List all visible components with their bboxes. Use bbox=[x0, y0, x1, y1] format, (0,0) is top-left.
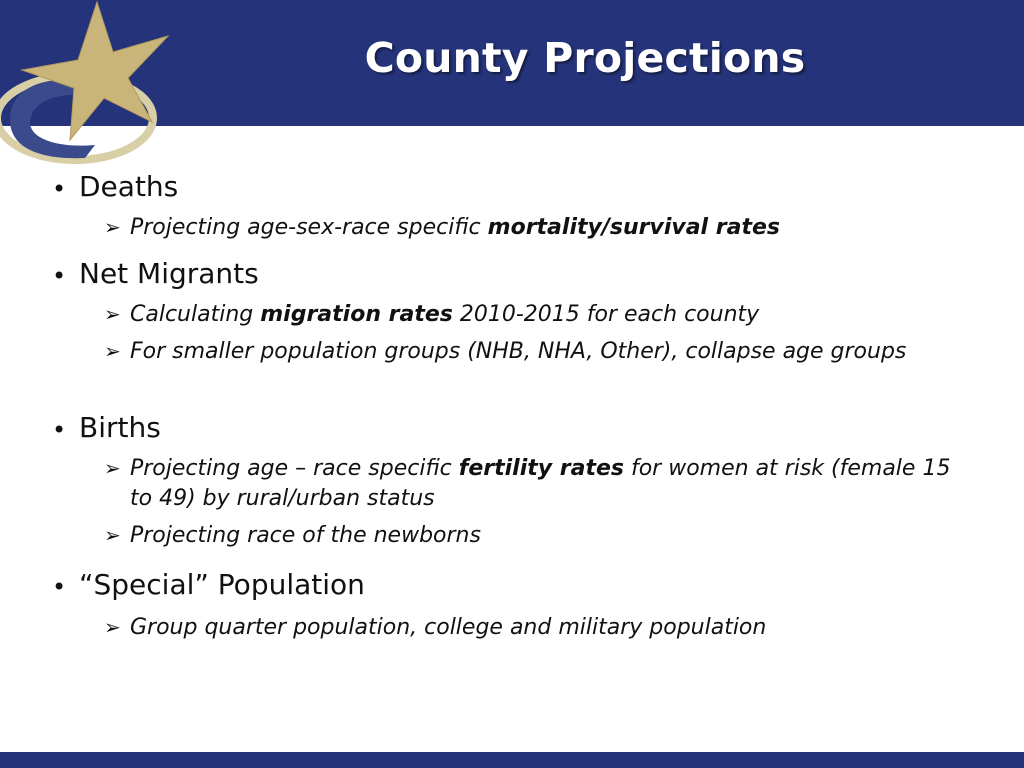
arrow-bullet-icon: ➢ bbox=[104, 615, 121, 639]
arrow-bullet-icon: ➢ bbox=[104, 523, 121, 547]
slide-content: • Deaths ➢ Projecting age-sex-race speci… bbox=[52, 170, 951, 640]
bullet-special-population: “Special” Population bbox=[79, 568, 365, 601]
bullet-icon: • bbox=[52, 573, 67, 601]
bullet-icon: • bbox=[52, 175, 67, 203]
subbullet-newborn-race: Projecting race of the newborns bbox=[130, 523, 481, 548]
subbullet-fertility-rates: Projecting age – race specific fertility… bbox=[130, 456, 951, 511]
bullet-births: Births bbox=[79, 411, 161, 444]
header-bar bbox=[0, 0, 1024, 126]
arrow-bullet-icon: ➢ bbox=[104, 215, 121, 239]
arrow-bullet-icon: ➢ bbox=[104, 302, 121, 326]
bullet-icon: • bbox=[52, 262, 67, 290]
arrow-bullet-icon: ➢ bbox=[104, 339, 121, 363]
subbullet-migration-rates: Calculating migration rates 2010-2015 fo… bbox=[130, 302, 760, 327]
slide-title: County Projections bbox=[364, 34, 806, 82]
bullet-icon: • bbox=[52, 416, 67, 444]
subbullet-collapse-age-groups: For smaller population groups (NHB, NHA,… bbox=[130, 339, 907, 364]
footer-bar bbox=[0, 752, 1024, 768]
star-logo-icon bbox=[0, 0, 170, 164]
bullet-deaths: Deaths bbox=[79, 170, 179, 203]
arrow-bullet-icon: ➢ bbox=[104, 456, 121, 480]
subbullet-group-quarters: Group quarter population, college and mi… bbox=[130, 615, 767, 640]
subbullet-mortality: Projecting age-sex-race specific mortali… bbox=[130, 215, 780, 240]
bullet-net-migrants: Net Migrants bbox=[79, 257, 259, 290]
